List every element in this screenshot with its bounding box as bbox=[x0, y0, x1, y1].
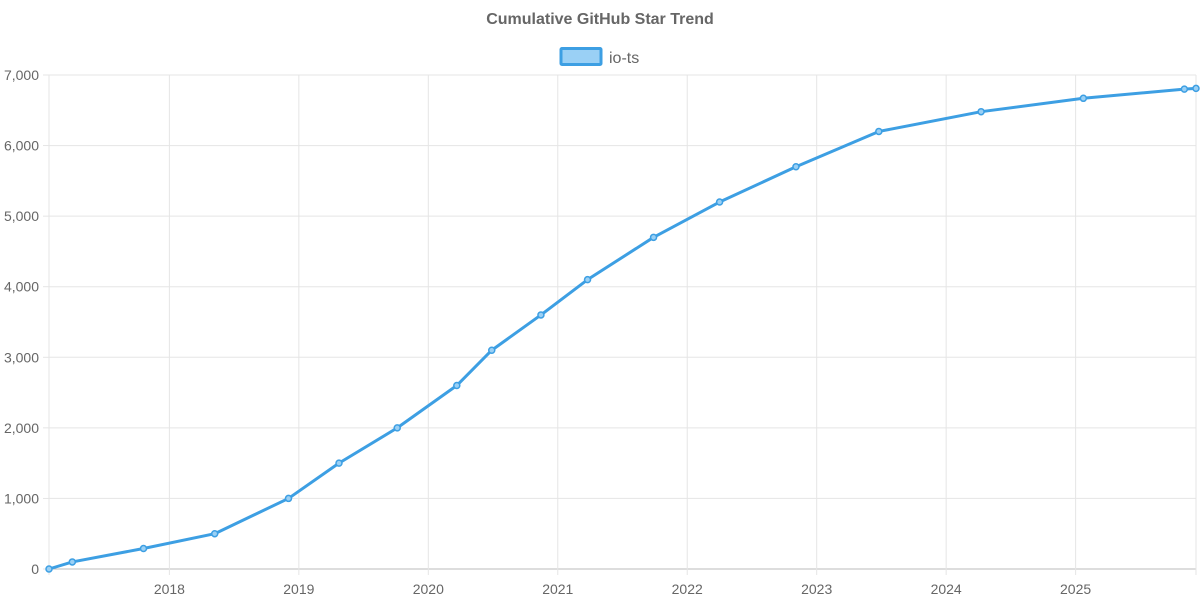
data-point[interactable] bbox=[335, 459, 343, 467]
y-tick-label: 2,000 bbox=[4, 420, 39, 436]
data-point[interactable] bbox=[792, 162, 800, 171]
data-point[interactable] bbox=[453, 381, 461, 390]
series-layer bbox=[45, 84, 1200, 573]
data-point[interactable] bbox=[1079, 94, 1088, 103]
data-point[interactable] bbox=[583, 275, 592, 284]
data-point[interactable] bbox=[1192, 84, 1200, 93]
data-point[interactable] bbox=[487, 346, 496, 354]
x-tick-label: 2018 bbox=[154, 581, 185, 597]
data-point[interactable] bbox=[45, 565, 53, 573]
data-point[interactable] bbox=[139, 544, 148, 553]
legend-label-io-ts[interactable]: io-ts bbox=[609, 50, 639, 67]
data-point[interactable] bbox=[977, 107, 985, 116]
data-point[interactable] bbox=[875, 127, 883, 136]
x-tick-label: 2024 bbox=[931, 581, 962, 597]
legend-swatch-io-ts[interactable] bbox=[559, 47, 603, 66]
x-tick-label: 2022 bbox=[672, 581, 703, 597]
y-tick-label: 5,000 bbox=[4, 208, 39, 224]
data-point[interactable] bbox=[284, 494, 293, 503]
axes: 0 1,000 2,000 3,000 4,000 5,000 6,000 7,000 2018… bbox=[4, 67, 1091, 597]
x-tick-label: 2020 bbox=[413, 581, 444, 597]
data-point[interactable] bbox=[537, 311, 545, 319]
chart-title: Cumulative GitHub Star Trend bbox=[486, 11, 714, 28]
data-point[interactable] bbox=[210, 529, 219, 538]
x-tick-label: 2025 bbox=[1060, 581, 1091, 597]
data-point[interactable] bbox=[715, 198, 724, 206]
data-point[interactable] bbox=[68, 558, 77, 566]
series-line-io-ts bbox=[47, 86, 1198, 571]
y-tick-label: 7,000 bbox=[4, 67, 39, 83]
x-tick-label: 2021 bbox=[542, 581, 573, 597]
grid-lines bbox=[48, 74, 1197, 575]
legend[interactable]: io-ts bbox=[559, 47, 639, 68]
y-tick-label: 6,000 bbox=[4, 138, 39, 154]
y-tick-label: 3,000 bbox=[4, 349, 39, 365]
y-tick-label: 1,000 bbox=[4, 490, 39, 506]
data-point[interactable] bbox=[649, 233, 658, 242]
data-point[interactable] bbox=[393, 424, 401, 432]
data-point[interactable] bbox=[1180, 85, 1189, 93]
x-tick-label: 2023 bbox=[801, 581, 832, 597]
y-tick-label: 0 bbox=[31, 561, 39, 577]
x-tick-label: 2019 bbox=[283, 581, 314, 597]
y-tick-label: 4,000 bbox=[4, 279, 39, 295]
